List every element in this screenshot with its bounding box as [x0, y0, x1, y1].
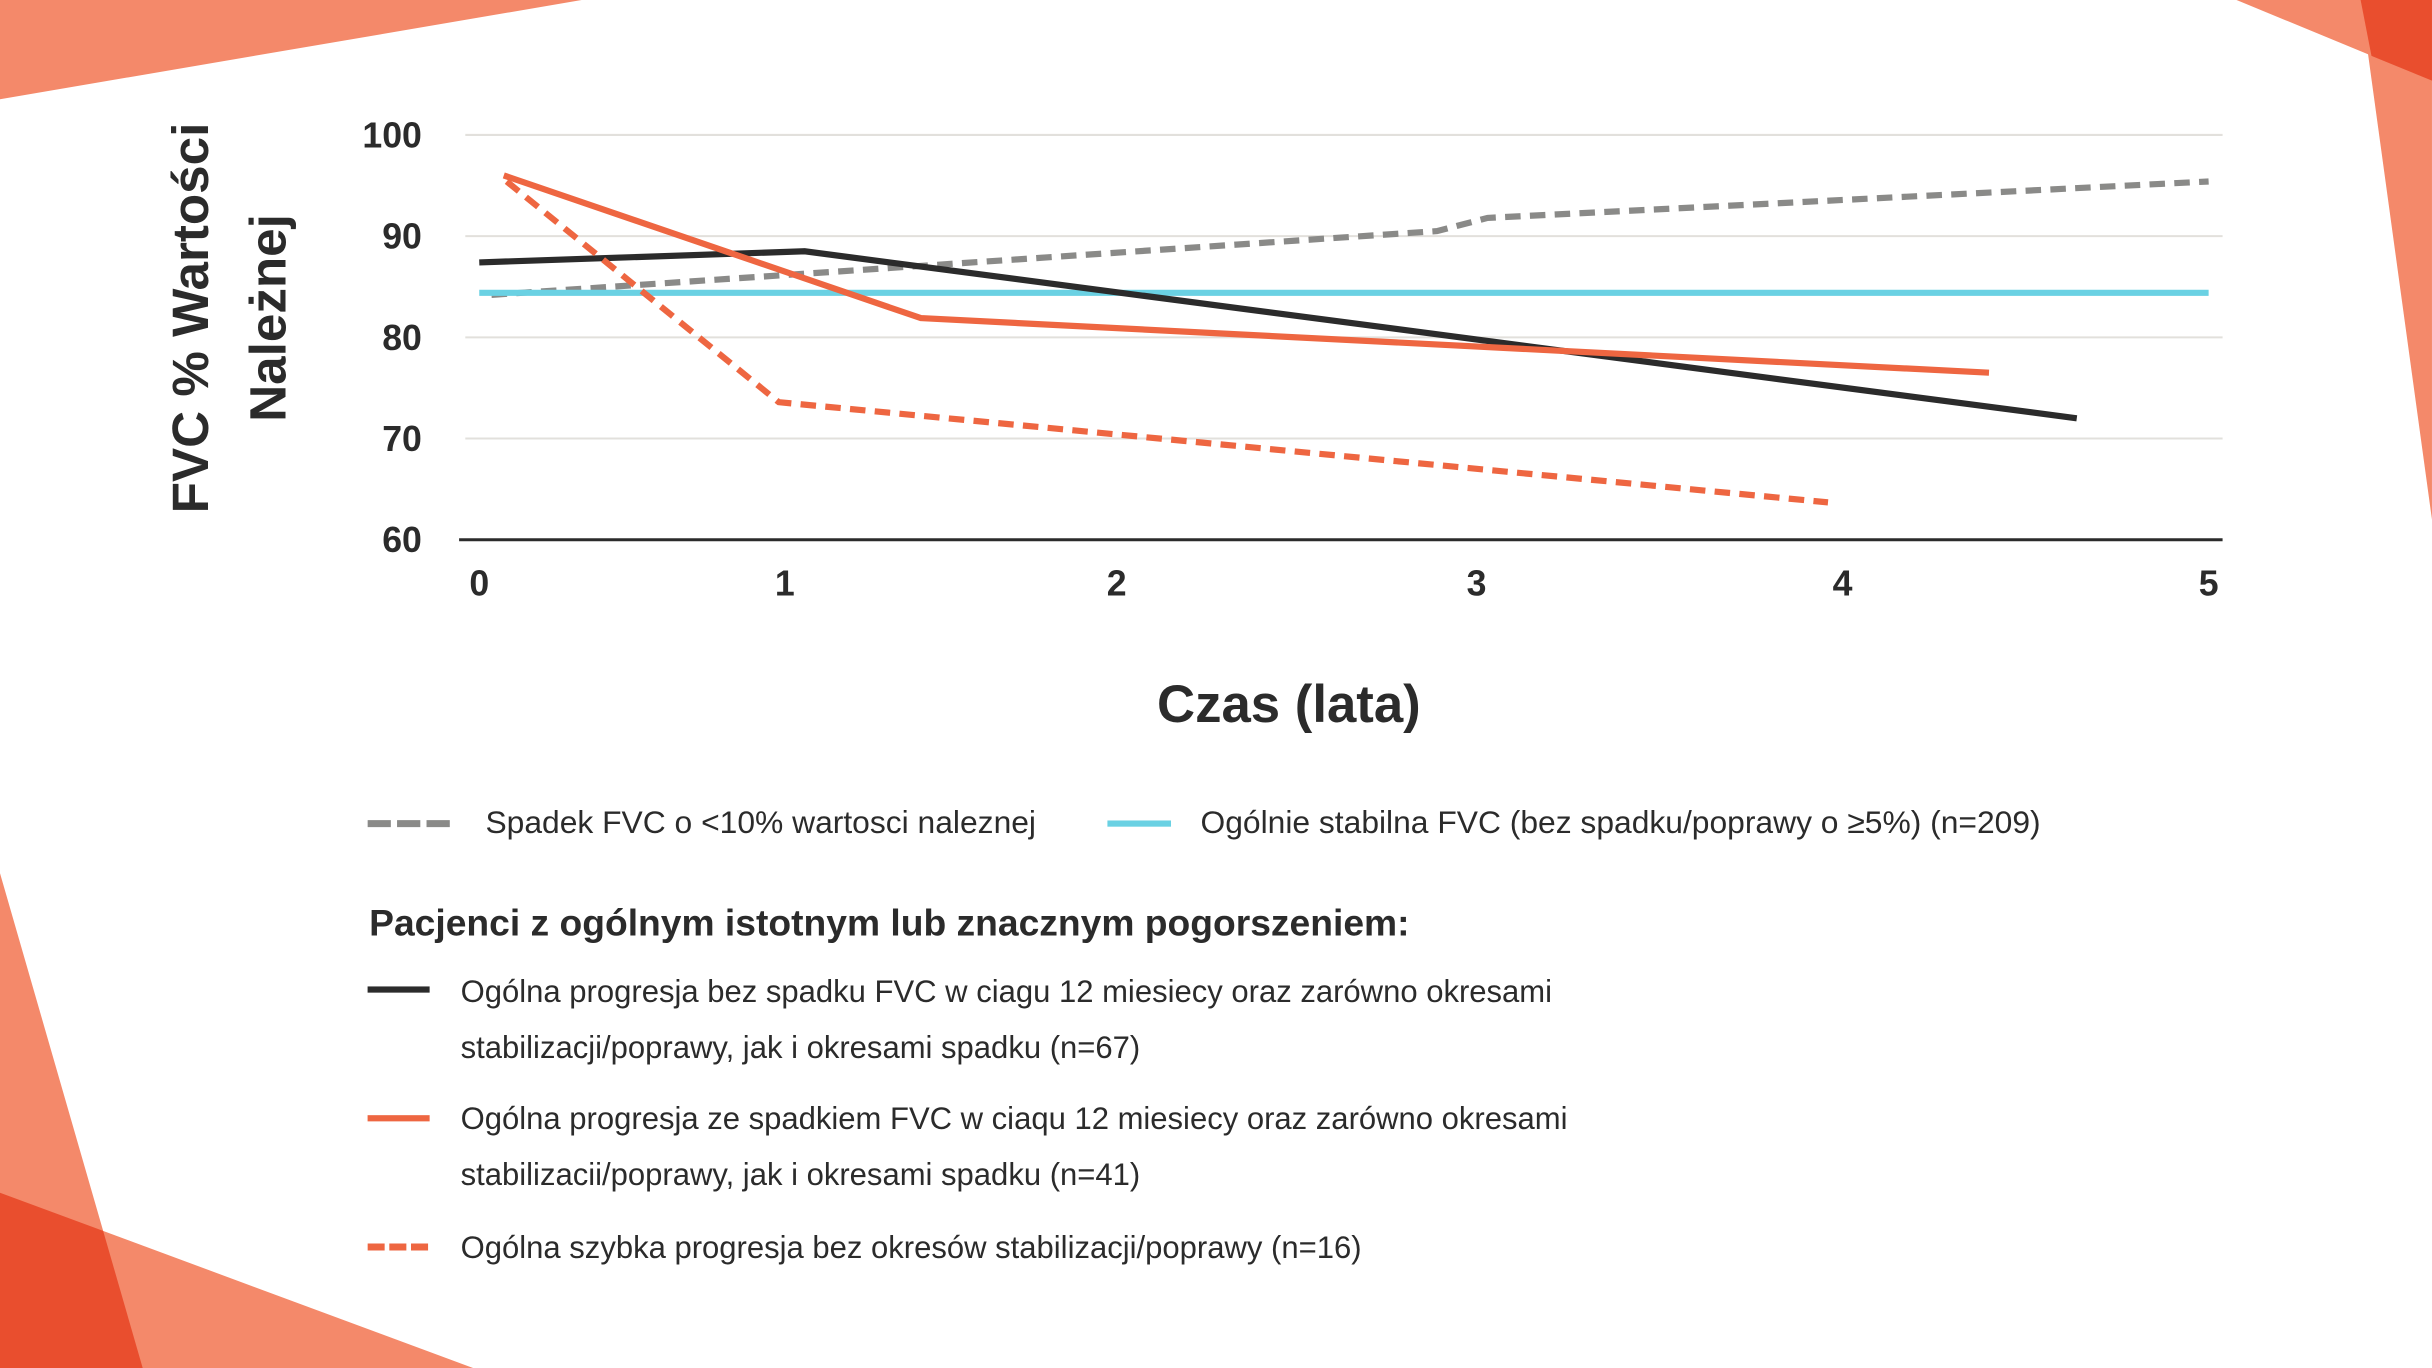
y-tick-label: 60: [382, 520, 422, 560]
x-tick-label: 2: [1107, 564, 1127, 604]
decor-top-left: [0, 0, 582, 100]
x-tick-label: 4: [1833, 564, 1853, 604]
legend-swatch-cyan: [1107, 820, 1172, 827]
x-tick-label: 1: [775, 564, 795, 604]
y-axis-title-line1: FVC % Wartości: [161, 122, 219, 514]
legend-label-cyan: Ogólnie stabilna FVC (bez spadku/poprawy…: [1200, 804, 2041, 841]
y-tick-label: 80: [382, 318, 422, 358]
legend-group-heading: Pacjenci z ogólnym istotnym lub znacznym…: [369, 902, 1410, 945]
y-tick-label: 100: [362, 115, 422, 155]
y-axis-title: FVC % Wartości Należnej: [152, 123, 307, 514]
x-tick-label: 3: [1467, 564, 1487, 604]
series-black: [479, 248, 2078, 422]
legend-swatch-black: [367, 986, 430, 993]
legend-label-red-line1: Ogólna progresja ze spadkiem FVC w ciaqu…: [460, 1102, 1568, 1137]
x-tick-label: 0: [469, 564, 489, 604]
legend-swatch-gray-dashed: [367, 820, 455, 828]
legend-label-red-dashed: Ogólna szybka progresja bez okresów stab…: [460, 1231, 1362, 1266]
legend-swatch-red: [367, 1115, 430, 1122]
series-gray-dashed: [491, 178, 2209, 298]
series-red-dashed: [504, 179, 1829, 506]
legend-label-red: Ogólna progresja ze spadkiem FVC w ciaqu…: [461, 1092, 1568, 1204]
legend-label-red-line2: stabilizacii/poprawy, jak i okresami spa…: [460, 1158, 1141, 1193]
series-red: [502, 172, 1990, 376]
legend-label-gray-dashed: Spadek FVC o <10% wartosci naleznej: [485, 804, 1037, 841]
legend-label-black: Ogólna progresja bez spadku FVC w ciagu …: [461, 965, 1552, 1077]
decor-top-right-dark: [2360, 0, 2432, 81]
legend-label-black-line2: stabilizacji/poprawy, jak i okresami spa…: [460, 1031, 1141, 1066]
y-axis-title-line2: Należnej: [238, 214, 297, 422]
decor-bottom-left-dark: [0, 1192, 143, 1368]
legend-label-black-line1: Ogólna progresja bez spadku FVC w ciagu …: [460, 975, 1553, 1010]
x-axis-title: Czas (lata): [1156, 675, 1421, 735]
y-tick-label: 90: [382, 217, 422, 257]
y-tick-label: 70: [382, 419, 422, 459]
x-tick-label: 5: [2199, 564, 2219, 604]
legend-swatch-red-dashed: [367, 1243, 430, 1251]
